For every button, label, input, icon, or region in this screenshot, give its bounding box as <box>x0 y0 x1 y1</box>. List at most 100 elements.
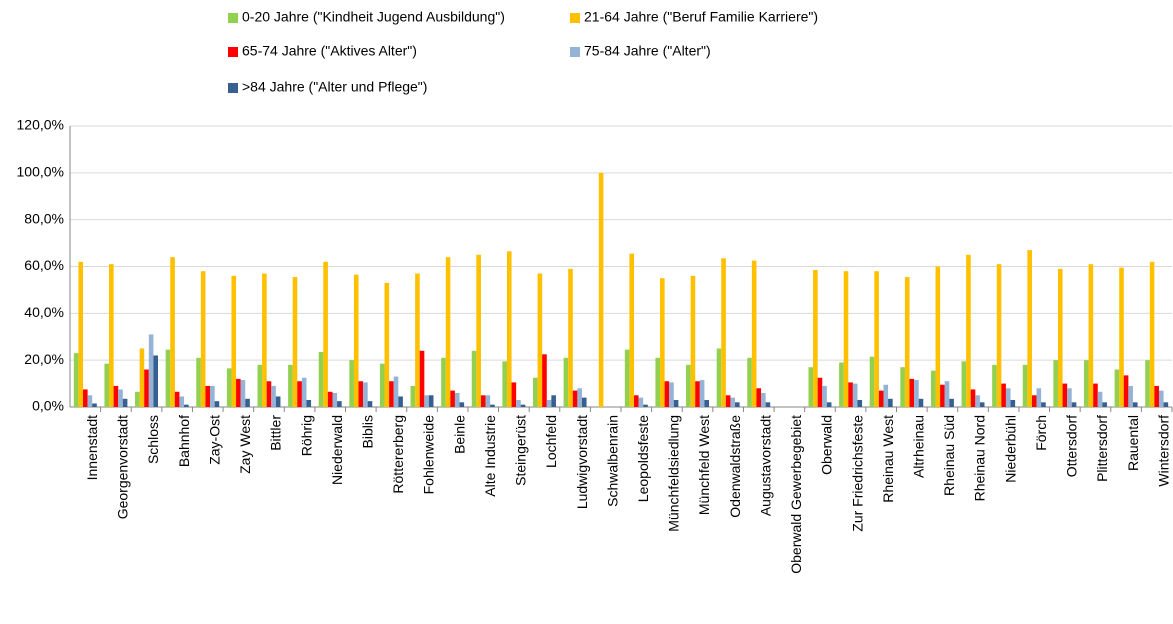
bar <box>200 271 206 407</box>
bar <box>1158 390 1164 407</box>
bar <box>1154 385 1159 407</box>
bar <box>337 401 342 407</box>
bar <box>888 398 893 407</box>
bar <box>393 376 399 407</box>
x-tick-label: Ottersdorf <box>1064 415 1080 477</box>
bar <box>271 385 276 407</box>
y-tick-label: 120,0% <box>17 117 64 133</box>
bar <box>301 377 307 407</box>
bar <box>459 402 465 407</box>
bar <box>1114 369 1120 407</box>
bar <box>542 354 547 407</box>
bar <box>292 277 298 407</box>
bar <box>634 395 639 407</box>
bar <box>546 399 552 407</box>
bar <box>424 395 429 407</box>
bar <box>673 399 679 407</box>
x-tick-label: Rheinau Nord <box>972 415 988 501</box>
legend-swatch <box>570 47 580 57</box>
bar <box>415 273 420 407</box>
bar <box>179 396 185 407</box>
bar <box>410 385 416 407</box>
legend-label: 75-84 Jahre ("Alter") <box>584 43 711 59</box>
bar <box>358 381 364 407</box>
bar <box>135 391 140 407</box>
bar <box>236 378 241 407</box>
x-tick-label: Zay-Ost <box>206 415 222 465</box>
bar <box>1031 395 1037 407</box>
bar <box>332 392 338 407</box>
x-tick-label: Georgenvorstadt <box>115 415 131 519</box>
bar <box>643 404 648 407</box>
bar <box>367 401 373 407</box>
bar <box>165 349 171 407</box>
bar <box>944 381 950 407</box>
bar <box>139 348 145 407</box>
bar <box>629 253 635 407</box>
bar <box>476 254 481 407</box>
x-tick-label: Schwalbenrain <box>604 415 620 507</box>
bar <box>975 395 980 407</box>
bar <box>747 357 752 407</box>
x-tick-label: Beinle <box>451 415 467 454</box>
x-tick-label: Münchfeldsiedlung <box>666 415 682 532</box>
bar <box>73 353 79 407</box>
bar <box>664 381 670 407</box>
bar <box>883 384 889 407</box>
bar <box>450 390 455 407</box>
x-tick-label: Oberwald Gewerbegebiet <box>788 415 804 574</box>
bar <box>874 271 879 407</box>
bar <box>1067 388 1072 407</box>
bar <box>904 277 910 407</box>
bar <box>568 268 573 407</box>
bar <box>1071 402 1077 407</box>
bar <box>638 397 644 407</box>
x-tick-label: Niederbühl <box>1002 415 1018 483</box>
x-tick-label: Plittersdorf <box>1094 415 1110 482</box>
x-tick-label: Bahnhof <box>176 415 192 467</box>
x-tick-label: Leopoldsfeste <box>635 415 651 502</box>
bar <box>761 392 766 407</box>
bar <box>214 401 220 407</box>
bar <box>1027 250 1032 407</box>
bar <box>1119 267 1124 407</box>
bar <box>1088 264 1094 407</box>
bar <box>655 357 661 407</box>
bar <box>660 278 665 407</box>
bar <box>699 380 705 407</box>
bar <box>537 273 543 407</box>
bar <box>808 367 814 407</box>
x-tick-label: Oberwald <box>819 415 835 475</box>
bar <box>349 360 354 407</box>
bar <box>843 271 849 407</box>
bar <box>857 399 863 407</box>
bar <box>266 381 272 407</box>
bar <box>822 385 827 407</box>
bar <box>940 384 945 407</box>
bar <box>966 254 971 407</box>
bar <box>109 264 114 407</box>
bar <box>78 261 84 407</box>
x-tick-label: Niederwald <box>329 415 345 485</box>
bar <box>813 270 818 407</box>
bar <box>520 404 526 407</box>
bar <box>226 368 232 407</box>
y-tick-label: 60,0% <box>24 257 64 273</box>
x-tick-label: Odenwaldstraße <box>727 415 743 518</box>
bar <box>441 357 446 407</box>
bar <box>909 378 915 407</box>
x-tick-label: Zay West <box>237 415 253 474</box>
bar <box>92 403 97 407</box>
bar <box>725 395 731 407</box>
bar <box>384 282 390 407</box>
bar <box>398 396 403 407</box>
bar <box>419 350 425 407</box>
bar <box>1057 268 1063 407</box>
bar <box>353 274 359 407</box>
bar <box>327 391 333 407</box>
bar <box>454 392 460 407</box>
x-tick-label: Röhrig <box>298 415 314 456</box>
bar <box>318 351 324 407</box>
bar <box>1132 402 1138 407</box>
bar <box>1053 360 1058 407</box>
